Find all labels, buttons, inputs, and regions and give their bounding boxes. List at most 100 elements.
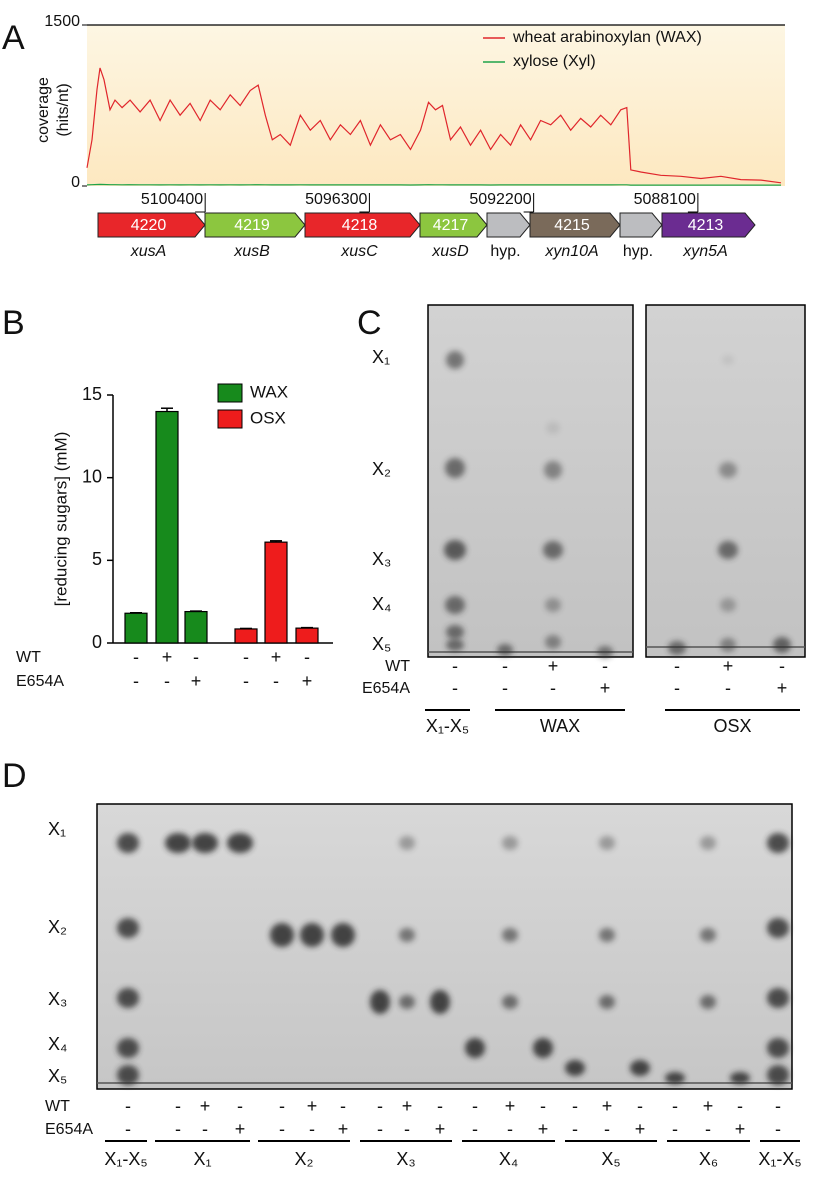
condition-mark: + bbox=[777, 678, 788, 698]
condition-mark: - bbox=[202, 1119, 208, 1139]
condition-mark: - bbox=[507, 1119, 513, 1139]
tlc-spot bbox=[446, 639, 464, 651]
group-label: X₁-X₅ bbox=[426, 716, 469, 736]
y-tick-label: 5 bbox=[92, 549, 102, 569]
condition-mark: - bbox=[540, 1096, 546, 1116]
condition-label: E654A bbox=[16, 673, 64, 690]
gene-number: 4218 bbox=[342, 217, 378, 234]
legend-label: wheat arabinoxylan (WAX) bbox=[512, 29, 702, 46]
condition-mark: + bbox=[635, 1119, 646, 1139]
condition-mark: + bbox=[505, 1096, 516, 1116]
condition-mark: - bbox=[133, 671, 139, 691]
tlc-spot bbox=[767, 1038, 789, 1058]
condition-mark: - bbox=[550, 678, 556, 698]
bar bbox=[155, 410, 179, 644]
tlc-spot bbox=[767, 918, 789, 938]
tlc-spot bbox=[767, 833, 789, 853]
tlc-spot bbox=[597, 646, 613, 658]
group-label: X₄ bbox=[499, 1149, 518, 1169]
condition-mark: - bbox=[164, 671, 170, 691]
tlc-spot bbox=[117, 988, 139, 1008]
condition-mark: - bbox=[672, 1096, 678, 1116]
condition-mark: + bbox=[548, 656, 559, 676]
group-label: X₂ bbox=[295, 1149, 314, 1169]
tlc-spot bbox=[370, 990, 390, 1014]
condition-mark: - bbox=[452, 656, 458, 676]
condition-mark: - bbox=[705, 1119, 711, 1139]
tlc-spot bbox=[720, 598, 736, 612]
condition-mark: + bbox=[191, 671, 202, 691]
panel-label: C bbox=[357, 304, 382, 342]
tlc-spot bbox=[599, 995, 615, 1009]
condition-mark: + bbox=[302, 671, 313, 691]
gene-arrow bbox=[419, 212, 488, 238]
tlc-spot bbox=[668, 641, 686, 655]
standard-label: X₅ bbox=[48, 1066, 67, 1086]
tlc-spot bbox=[502, 995, 518, 1009]
condition-mark: - bbox=[279, 1096, 285, 1116]
tlc-spot bbox=[399, 928, 415, 942]
condition-mark: - bbox=[637, 1096, 643, 1116]
condition-mark: + bbox=[271, 647, 282, 667]
standard-label: X₂ bbox=[372, 459, 391, 479]
tlc-spot bbox=[502, 836, 518, 850]
panel-label: D bbox=[2, 757, 27, 795]
panel-label: B bbox=[2, 304, 25, 342]
y-tick-label: 0 bbox=[71, 174, 80, 191]
tlc-spot bbox=[630, 1060, 650, 1076]
condition-mark: + bbox=[235, 1119, 246, 1139]
condition-mark: - bbox=[604, 1119, 610, 1139]
group-label: X₅ bbox=[601, 1149, 620, 1169]
tlc-spot bbox=[599, 928, 615, 942]
tlc-spot bbox=[543, 541, 563, 559]
legend-label: WAX bbox=[250, 382, 288, 401]
tlc-spot bbox=[270, 923, 294, 947]
gene-number: 4213 bbox=[688, 217, 724, 234]
y-axis-label: [reducing sugars] (mM) bbox=[51, 432, 70, 607]
x-tick-label: 5088100 bbox=[634, 191, 696, 208]
standard-label: X₁ bbox=[48, 819, 66, 839]
condition-mark: - bbox=[175, 1096, 181, 1116]
tlc-spot bbox=[546, 422, 560, 434]
panel-label: A bbox=[2, 19, 25, 57]
tlc-spot bbox=[465, 1038, 485, 1058]
gene-arrow bbox=[661, 212, 756, 238]
condition-mark: - bbox=[243, 647, 249, 667]
condition-label: E654A bbox=[45, 1121, 93, 1138]
condition-mark: - bbox=[175, 1119, 181, 1139]
legend-swatch bbox=[217, 409, 243, 429]
group-label: X₆ bbox=[699, 1149, 718, 1169]
tlc-spot bbox=[533, 1038, 553, 1058]
bar bbox=[184, 610, 208, 644]
tlc-spot bbox=[399, 836, 415, 850]
legend-label: OSX bbox=[250, 408, 286, 427]
condition-mark: + bbox=[735, 1119, 746, 1139]
tlc-spot bbox=[700, 995, 716, 1009]
y-tick-label: 10 bbox=[82, 466, 102, 486]
standard-label: X₁ bbox=[372, 347, 390, 367]
condition-mark: - bbox=[472, 1119, 478, 1139]
tlc-spot bbox=[446, 351, 464, 369]
gene-name: xyn5A bbox=[682, 243, 727, 260]
bar bbox=[295, 627, 319, 644]
standard-label: X₄ bbox=[48, 1034, 67, 1054]
gene-name: xusA bbox=[130, 243, 167, 260]
condition-mark: - bbox=[452, 678, 458, 698]
bar bbox=[124, 612, 148, 644]
tlc-spot bbox=[227, 833, 253, 853]
condition-mark: + bbox=[200, 1096, 211, 1116]
tlc-spot bbox=[545, 635, 561, 649]
tlc-spot bbox=[700, 928, 716, 942]
x-tick-label: 5092200 bbox=[469, 191, 531, 208]
tlc-spot bbox=[399, 995, 415, 1009]
coverage-line bbox=[86, 183, 781, 186]
x-tick-label: 5096300 bbox=[305, 191, 367, 208]
gene-arrow bbox=[619, 212, 663, 238]
group-label: OSX bbox=[713, 716, 751, 736]
tlc-spot bbox=[719, 462, 737, 478]
gene-arrow bbox=[204, 212, 306, 238]
tlc-spot bbox=[767, 988, 789, 1008]
tlc-spot bbox=[730, 1072, 750, 1084]
tlc-spot bbox=[192, 833, 218, 853]
